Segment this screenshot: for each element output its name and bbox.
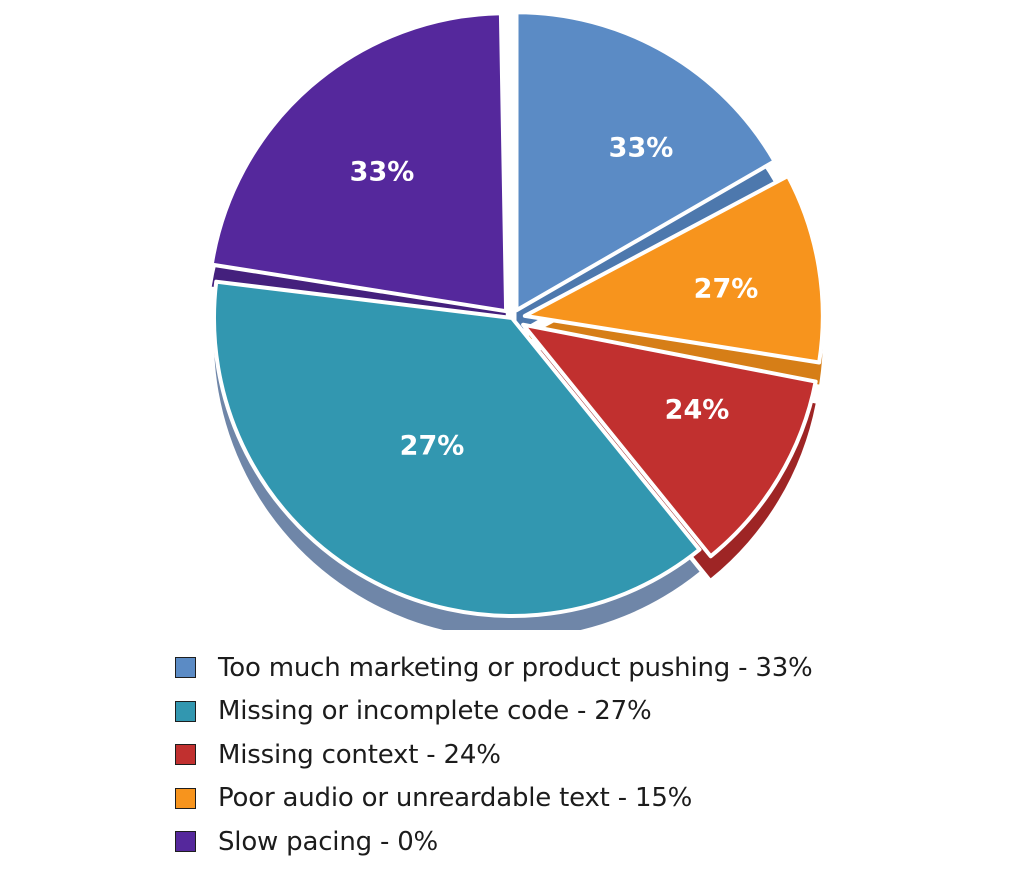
legend-swatch: [175, 831, 196, 853]
legend-item: Missing or incomplete code - 27%: [175, 690, 995, 734]
legend-item: Too much marketing or product pushing - …: [175, 646, 995, 690]
legend-label: Missing context - 24%: [218, 739, 501, 770]
pie-slice-label: 33%: [350, 157, 415, 188]
pie-slice: [212, 279, 702, 618]
legend: Too much marketing or product pushing - …: [175, 646, 995, 864]
pie-slice: [209, 11, 509, 314]
pie-slice-label: 33%: [609, 133, 674, 164]
legend-label: Too much marketing or product pushing - …: [218, 652, 813, 683]
pie-slices: [209, 10, 825, 618]
legend-swatch: [175, 787, 196, 809]
legend-item: Missing context - 24%: [175, 733, 995, 777]
pie-slice-labels: 33% 27% 24% 27% 33%: [350, 133, 759, 462]
legend-swatch: [175, 657, 196, 679]
pie-chart: 33% 27% 24% 27% 33%: [209, 10, 825, 630]
pie-slice-label: 24%: [665, 395, 730, 426]
legend-label: Missing or incomplete code - 27%: [218, 696, 652, 727]
legend-label: Slow pacing - 0%: [218, 826, 439, 857]
pie-slice-label: 27%: [694, 274, 759, 305]
legend-item: Slow pacing - 0%: [175, 820, 995, 864]
legend-swatch: [175, 744, 196, 766]
pie-slice: [521, 322, 818, 559]
legend-label: Poor audio or unreardable text - 15%: [218, 783, 693, 814]
legend-item: Poor audio or unreardable text - 15%: [175, 777, 995, 821]
pie-slice: [522, 173, 825, 365]
pie-slice-label: 27%: [400, 431, 465, 462]
legend-swatch: [175, 700, 196, 722]
pie-slice: [514, 10, 777, 313]
